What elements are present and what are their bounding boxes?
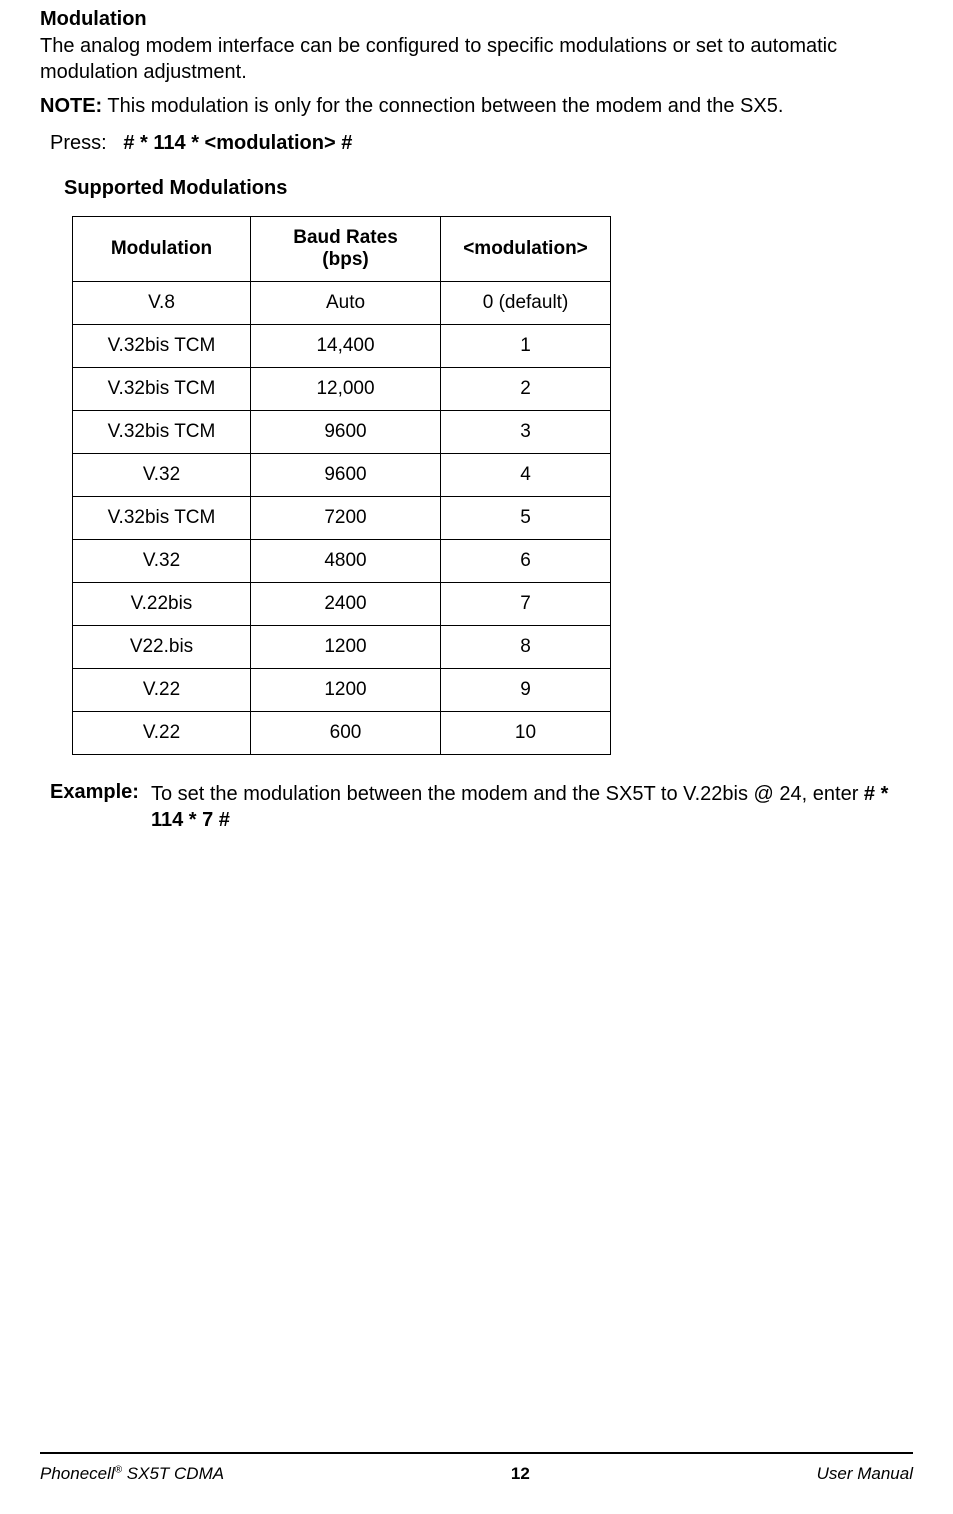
footer-product: Phonecell bbox=[40, 1464, 115, 1483]
section-title: Modulation bbox=[40, 8, 913, 31]
table-cell: 4 bbox=[441, 454, 611, 497]
table-cell: V.22 bbox=[73, 712, 251, 755]
table-cell: 10 bbox=[441, 712, 611, 755]
table-row: V.32bis TCM14,4001 bbox=[73, 325, 611, 368]
table-row: V.32bis TCM96003 bbox=[73, 411, 611, 454]
table-cell: V.32bis TCM bbox=[73, 411, 251, 454]
table-cell: 9600 bbox=[251, 411, 441, 454]
footer-left: Phonecell® SX5T CDMA bbox=[40, 1464, 224, 1484]
table-row: V.2212009 bbox=[73, 669, 611, 712]
modulation-table: Modulation Baud Rates (bps) <modulation>… bbox=[72, 216, 611, 755]
footer-model: SX5T CDMA bbox=[122, 1464, 224, 1483]
page-footer: Phonecell® SX5T CDMA 12 User Manual bbox=[40, 1452, 913, 1484]
table-cell: 600 bbox=[251, 712, 441, 755]
intro-text: The analog modem interface can be config… bbox=[40, 33, 913, 85]
table-cell: 2400 bbox=[251, 583, 441, 626]
table-row: V22.bis12008 bbox=[73, 626, 611, 669]
table-header-baud: Baud Rates (bps) bbox=[251, 217, 441, 282]
table-cell: V.22bis bbox=[73, 583, 251, 626]
note-text: This modulation is only for the connecti… bbox=[107, 95, 783, 117]
table-header-modulation: Modulation bbox=[73, 217, 251, 282]
note-label: NOTE: bbox=[40, 95, 102, 117]
footer-row: Phonecell® SX5T CDMA 12 User Manual bbox=[40, 1464, 913, 1484]
example-text: To set the modulation between the modem … bbox=[151, 781, 913, 833]
table-row: V.3296004 bbox=[73, 454, 611, 497]
table-cell: 1200 bbox=[251, 669, 441, 712]
table-cell: 7 bbox=[441, 583, 611, 626]
table-cell: 0 (default) bbox=[441, 282, 611, 325]
table-title: Supported Modulations bbox=[40, 177, 913, 200]
footer-divider bbox=[40, 1452, 913, 1454]
table-row: V.2260010 bbox=[73, 712, 611, 755]
table-cell: 1200 bbox=[251, 626, 441, 669]
table-cell: 2 bbox=[441, 368, 611, 411]
table-cell: 1 bbox=[441, 325, 611, 368]
table-cell: V.8 bbox=[73, 282, 251, 325]
table-cell: 14,400 bbox=[251, 325, 441, 368]
table-cell: 8 bbox=[441, 626, 611, 669]
table-cell: 9 bbox=[441, 669, 611, 712]
table-cell: 12,000 bbox=[251, 368, 441, 411]
page-content: Modulation The analog modem interface ca… bbox=[40, 0, 913, 833]
footer-page-number: 12 bbox=[511, 1464, 530, 1484]
table-cell: V.32bis TCM bbox=[73, 497, 251, 540]
table-header-row: Modulation Baud Rates (bps) <modulation> bbox=[73, 217, 611, 282]
table-cell: 6 bbox=[441, 540, 611, 583]
footer-reg: ® bbox=[115, 1464, 122, 1475]
table-cell: 5 bbox=[441, 497, 611, 540]
table-cell: V.32bis TCM bbox=[73, 368, 251, 411]
press-code: # * 114 * <modulation> # bbox=[123, 132, 352, 154]
table-cell: V.32bis TCM bbox=[73, 325, 251, 368]
table-cell: V.22 bbox=[73, 669, 251, 712]
example-text-before: To set the modulation between the modem … bbox=[151, 783, 864, 805]
table-header-code: <modulation> bbox=[441, 217, 611, 282]
table-cell: V.32 bbox=[73, 540, 251, 583]
example-block: Example: To set the modulation between t… bbox=[40, 781, 913, 833]
table-cell: 3 bbox=[441, 411, 611, 454]
table-cell: 7200 bbox=[251, 497, 441, 540]
footer-right: User Manual bbox=[817, 1464, 913, 1484]
press-line: Press: # * 114 * <modulation> # bbox=[40, 132, 913, 155]
table-row: V.8Auto0 (default) bbox=[73, 282, 611, 325]
press-label: Press: bbox=[50, 132, 107, 154]
table-row: V.32bis TCM72005 bbox=[73, 497, 611, 540]
table-cell: V22.bis bbox=[73, 626, 251, 669]
table-cell: 9600 bbox=[251, 454, 441, 497]
note-line: NOTE: This modulation is only for the co… bbox=[40, 95, 913, 118]
table-row: V.22bis24007 bbox=[73, 583, 611, 626]
table-row: V.3248006 bbox=[73, 540, 611, 583]
table-row: V.32bis TCM12,0002 bbox=[73, 368, 611, 411]
table-cell: 4800 bbox=[251, 540, 441, 583]
table-cell: Auto bbox=[251, 282, 441, 325]
table-cell: V.32 bbox=[73, 454, 251, 497]
example-label: Example: bbox=[50, 781, 139, 833]
